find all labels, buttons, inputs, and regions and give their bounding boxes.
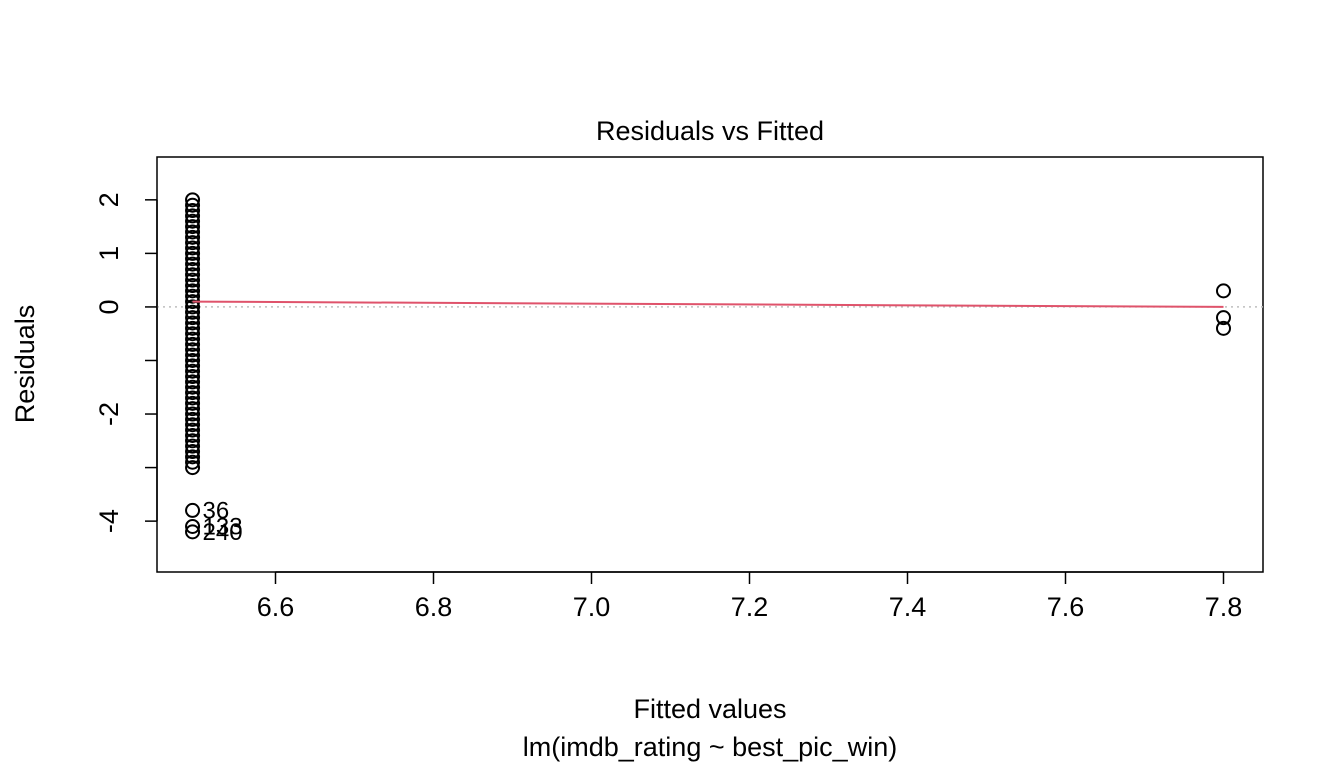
data-point [185,395,201,411]
data-point [185,240,201,256]
data-point [185,433,201,449]
chart-title: Residuals vs Fitted [596,116,824,146]
plot-frame [156,156,1264,573]
data-point [185,401,201,417]
y-axis-label: Residuals [10,305,40,424]
data-point [185,411,201,427]
data-point [185,427,201,443]
data-point [185,197,201,213]
data-point [185,352,201,368]
x-tick-label: 7.8 [1205,592,1243,622]
x-tick-label: 7.2 [731,592,769,622]
data-point [185,256,201,272]
data-point [185,326,201,342]
y-tick-label: -2 [94,402,124,426]
data-point [185,336,201,352]
x-tick-label: 7.0 [573,592,611,622]
data-point [185,524,201,540]
data-point [185,422,201,438]
data-point [185,449,201,465]
y-tick-label: 0 [94,299,124,314]
data-point [185,417,201,433]
data-point [185,406,201,422]
data-point [185,288,201,304]
y-tick-label: 1 [94,246,124,261]
y-axis: 2 1 0 -2 -4 [94,192,158,533]
data-point [185,315,201,331]
data-point [185,251,201,267]
y-tick-label: 2 [94,192,124,207]
data-point [185,224,201,240]
data-point [185,320,201,336]
x-axis-label: Fitted values [633,694,786,724]
data-point [185,235,201,251]
x-tick-label: 7.6 [1047,592,1085,622]
data-point [185,444,201,460]
data-point [185,278,201,294]
data-point [185,438,201,454]
data-point [185,208,201,224]
data-point [185,261,201,277]
x-axis: 6.6 6.8 7.0 7.2 7.4 7.6 7.8 [257,571,1243,622]
x-tick-label: 6.8 [415,592,453,622]
data-point [185,379,201,395]
data-point [185,347,201,363]
data-point [185,283,201,299]
data-point [1216,283,1231,299]
data-point [185,304,201,320]
data-point [185,267,201,283]
data-point [185,229,201,245]
data-point [185,245,201,261]
data-point [185,331,201,347]
y-tick-label: -4 [94,509,124,533]
data-point [185,342,201,358]
points-group [185,192,1231,540]
data-point [185,374,201,390]
data-point [185,390,201,406]
data-point [185,369,201,385]
x-tick-label: 6.6 [257,592,295,622]
data-point [185,454,201,470]
data-point [1216,320,1231,336]
data-point [185,363,201,379]
x-tick-label: 7.4 [889,592,927,622]
x-axis-sublabel: lm(imdb_rating ~ best_pic_win) [523,732,897,762]
data-point [185,299,201,315]
data-point [185,272,201,288]
data-point [185,385,201,401]
smoother-group [192,300,1224,308]
data-point [185,192,201,208]
point-label: 240 [203,519,243,546]
data-point [1216,310,1231,326]
point-label: 36 [203,497,230,524]
smoother-line [192,300,1224,308]
data-point [185,502,201,518]
data-point [185,219,201,235]
data-point [185,460,201,476]
data-point [185,358,201,374]
data-point [185,213,201,229]
data-point [185,203,201,219]
point-label: 133 [203,513,243,540]
data-point [185,518,201,534]
data-point [185,310,201,326]
